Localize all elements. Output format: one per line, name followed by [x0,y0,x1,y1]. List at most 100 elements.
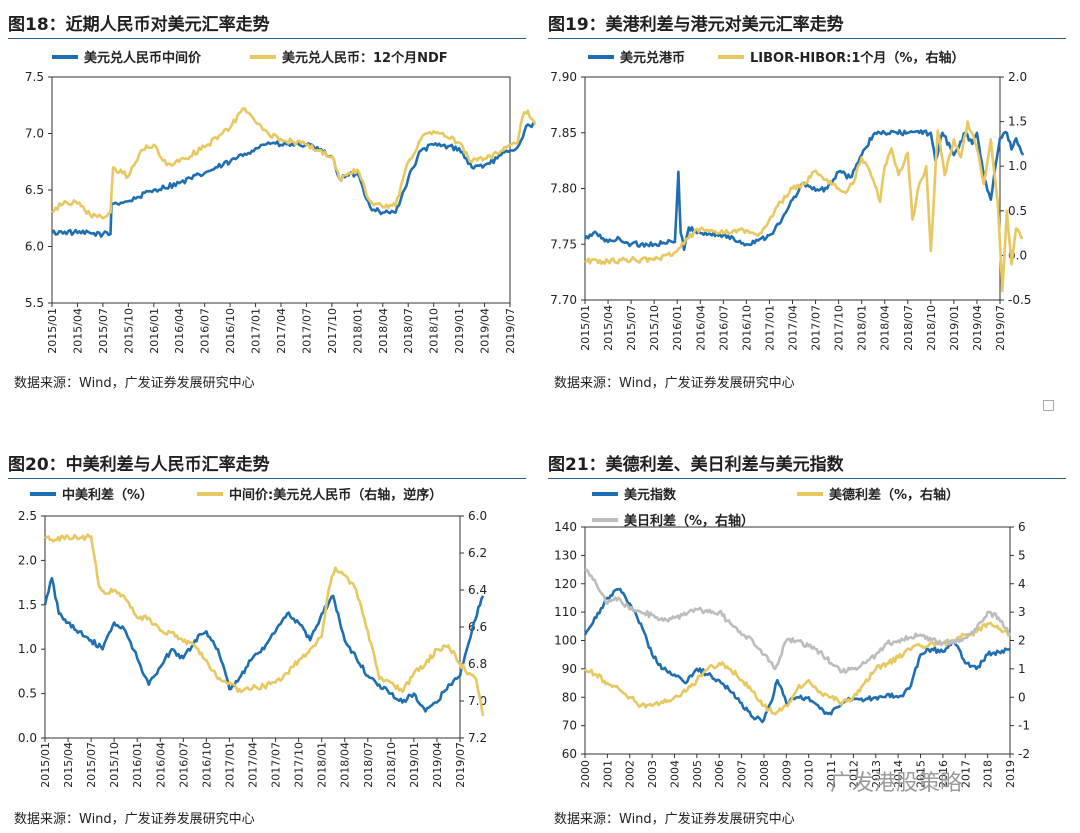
y-tick-label: 7.70 [550,293,577,307]
x-tick-label: 2017/01 [763,305,776,351]
series-line [584,568,1012,674]
x-tick-label: 2015/10 [648,305,661,351]
y2-tick-label: 1.5 [1008,115,1027,129]
x-tick-label: 2007 [736,760,749,788]
series-line [584,120,1024,293]
y-tick-label: 2.5 [18,509,37,523]
x-tick-label: 2016/04 [694,305,707,351]
y-tick-label: 140 [554,520,577,534]
chart-svg: 0.00.51.01.52.02.5 6.06.26.46.66.87.07.22… [18,487,487,788]
y-tick-label: 90 [562,662,577,676]
y-tick-label: 7.5 [25,70,44,84]
x-tick-label: 2019/07 [454,742,467,788]
x-tick-label: 2017 [959,760,972,788]
legend-label: 中美利差（%） [62,487,153,503]
y2-tick-label: -2 [1018,747,1030,761]
x-tick-label: 2004 [668,760,681,788]
y2-tick-label: 2 [1018,634,1026,648]
x-tick-label: 2017/01 [223,742,236,788]
x-tick-label: 2015 [915,760,928,788]
x-tick-label: 2006 [713,760,726,788]
y2-tick-label: 6.2 [468,546,487,560]
y2-tick-label: -1 [1018,719,1030,733]
y-tick-label: 7.90 [550,70,577,84]
y-tick-label: 0.5 [18,687,37,701]
y-tick-label: 100 [554,634,577,648]
x-tick-label: 2015/04 [602,305,615,351]
source-note: 数据来源：Wind，广发证券发展研究中心 [554,812,795,827]
title-rule [8,38,526,39]
x-tick-label: 2015/04 [71,308,84,354]
x-tick-label: 2015/10 [122,308,135,354]
chart-svg: 7.707.757.807.857.90-0.50.00.51.01.52.02… [550,50,1031,351]
x-tick-label: 2017/07 [270,742,283,788]
y-tick-label: 0.0 [18,731,37,745]
legend-label: 中间价:美元兑人民币（右轴，逆序） [229,487,442,503]
chart-panel-fig19: 图19：美港利差与港元对美元汇率走势 7.70 7.75 7.80 7.85 7.90 -… [540,0,1080,400]
x-tick-label: 2019/04 [971,305,984,351]
corner-marker [1043,400,1054,411]
legend-label: 美元兑港币 [620,50,685,66]
y2-tick-label: 6 [1018,520,1026,534]
x-tick-label: 2008 [758,760,771,788]
x-tick-label: 2019/07 [504,308,517,354]
y2-tick-label: -0.5 [1008,293,1031,307]
x-tick-label: 2015/07 [97,308,110,354]
y-tick-label: 5.5 [25,296,44,310]
y2-tick-label: 6.4 [468,583,487,597]
x-tick-label: 2017/04 [787,305,800,351]
y2-tick-label: 7.0 [468,694,487,708]
x-tick-label: 2017/01 [250,308,263,354]
x-tick-label: 2015/07 [85,742,98,788]
x-tick-label: 2015/01 [579,305,592,351]
x-tick-label: 2018/01 [316,742,329,788]
series-line [583,587,1011,724]
y-tick-label: 70 [562,719,577,733]
chart-svg: 60 70 80 90 100 110 120 130 140 -2 -1 0 1 2 3 4 5 6 2000 20… [554,487,1030,788]
y2-tick-label: 5 [1018,548,1026,562]
y-tick-label: 7.80 [550,182,577,196]
watermark-text: 广发港股策略 [830,771,963,796]
legend-label: 美元兑人民币：12个月NDF [282,50,448,66]
x-tick-label: 2016/10 [224,308,237,354]
y2-tick-label: 7.2 [468,731,487,745]
x-tick-label: 2016/07 [717,305,730,351]
x-tick-label: 2017/04 [247,742,260,788]
chart-title: 图20：中美利差与人民币汇率走势 [8,455,270,475]
source-note: 数据来源：Wind，广发证券发展研究中心 [554,376,795,391]
x-tick-label: 2015/01 [46,308,59,354]
x-tick-label: 2001 [601,760,614,788]
x-tick-label: 2018/07 [402,308,415,354]
y2-tick-label: 0 [1018,690,1026,704]
x-tick-label: 2018/01 [856,305,869,351]
x-tick-label: 2011 [825,760,838,788]
x-tick-label: 2016/04 [154,742,167,788]
x-tick-label: 2016/10 [200,742,213,788]
y2-tick-label: 4 [1018,577,1026,591]
x-tick-label: 2018/04 [339,742,352,788]
x-tick-label: 2002 [624,760,637,788]
x-tick-label: 2010 [803,760,816,788]
x-tick-label: 2019/04 [479,308,492,354]
y2-tick-label: 6.0 [468,509,487,523]
y-tick-label: 6.0 [25,240,44,254]
x-tick-label: 2015/10 [108,742,121,788]
legend-label: 美日利差（%，右轴） [624,513,754,529]
y-tick-label: 80 [562,690,577,704]
x-tick-label: 2018/10 [428,308,441,354]
y-tick-label: 130 [554,548,577,562]
x-tick-label: 2018/10 [925,305,938,351]
source-note: 数据来源：Wind，广发证券发展研究中心 [14,376,255,391]
x-tick-label: 2017/07 [300,308,313,354]
x-tick-label: 2016/01 [671,305,684,351]
x-tick-label: 2015/07 [625,305,638,351]
y-tick-label: 120 [554,577,577,591]
title-rule [548,478,1066,479]
x-tick-label: 2012 [847,760,860,788]
y2-tick-label: 3 [1018,605,1026,619]
y2-tick-label: 0.5 [1008,204,1027,218]
y-tick-label: 7.0 [25,127,44,141]
x-tick-label: 2016/07 [177,742,190,788]
x-tick-label: 2016 [937,760,950,788]
x-tick-label: 2019/01 [408,742,421,788]
